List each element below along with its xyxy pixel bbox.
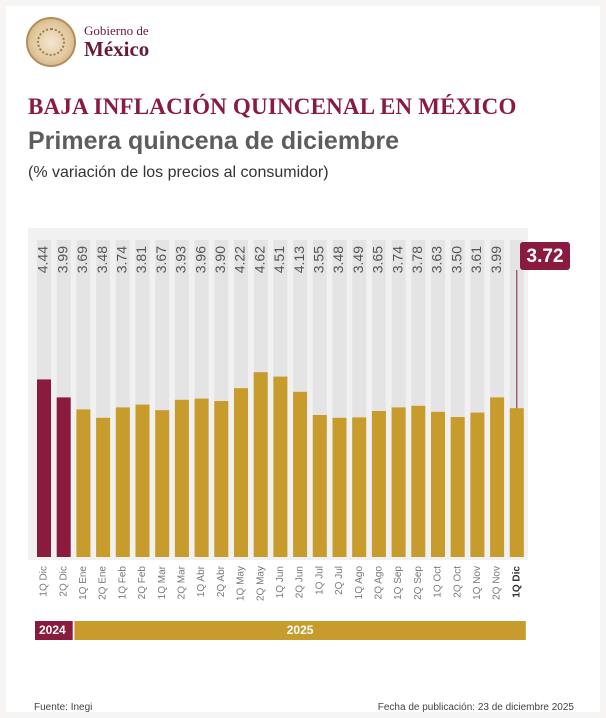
category-tick-label: 2Q Sep — [413, 566, 424, 600]
category-tick-label: 2Q Oct — [452, 566, 463, 598]
bar — [234, 388, 248, 557]
bar-value-label: 4.13 — [291, 246, 307, 273]
category-tick-label: 1Q Sep — [393, 566, 404, 600]
category-tick-label: 2Q Jul — [334, 566, 345, 595]
government-logo: Gobierno de México — [26, 14, 149, 70]
bar — [96, 417, 111, 557]
chart-subtitle: Primera quincena de diciembre — [28, 127, 399, 155]
bar — [312, 415, 327, 557]
bar-value-label: 4.44 — [35, 246, 51, 273]
bar — [115, 407, 130, 557]
category-tick-label: 1Q Oct — [433, 566, 444, 598]
bar-value-label: 3.65 — [370, 246, 386, 273]
bar-value-label: 3.81 — [133, 246, 149, 273]
bar — [332, 417, 347, 557]
bar — [293, 391, 308, 557]
bar-value-label: 3.90 — [212, 246, 228, 273]
bar — [56, 397, 71, 557]
category-tick-label: 2Q Nov — [492, 566, 503, 600]
category-tick-label: 1Q Abr — [196, 565, 207, 597]
bar — [37, 379, 51, 557]
callout-value-label: 3.72 — [527, 246, 564, 267]
publication-date: Fecha de publicación: 23 de diciembre 20… — [377, 702, 574, 713]
bar — [490, 397, 505, 557]
category-tick-label: 2Q May — [255, 566, 266, 601]
bar-value-label: 3.96 — [192, 246, 208, 273]
callout-box — [520, 242, 570, 270]
bar-value-label: 4.22 — [232, 246, 248, 273]
bar — [194, 398, 209, 557]
category-tick-label: 1Q Jun — [275, 566, 286, 598]
bar — [273, 376, 288, 557]
bar-value-label: 3.74 — [389, 246, 405, 273]
bar-value-label: 3.93 — [173, 246, 189, 273]
bar — [174, 399, 189, 557]
bar-value-label: 3.99 — [54, 246, 70, 273]
chart-title: BAJA INFLACIÓN QUINCENAL EN MÉXICO — [28, 94, 517, 119]
bar-value-label: 3.55 — [311, 246, 327, 273]
brand-line2: México — [84, 37, 150, 61]
bar-value-label: 3.74 — [114, 246, 130, 273]
bar — [371, 411, 386, 557]
category-tick-label: 1Q Jul — [314, 566, 325, 595]
bar — [135, 404, 150, 557]
bar-value-label: 3.61 — [468, 246, 484, 273]
category-tick-label: 1Q Ago — [354, 566, 365, 600]
bar-value-label: 3.69 — [74, 246, 90, 273]
category-tick-label: 1Q Ene — [78, 566, 89, 600]
bar-value-label: 3.99 — [488, 246, 504, 273]
bar — [352, 417, 367, 557]
bar — [411, 405, 426, 557]
year-band-label: 2024 — [39, 623, 66, 637]
bar — [391, 407, 406, 557]
bar-value-label: 3.48 — [94, 246, 110, 273]
category-tick-label: 1Q Dic — [39, 566, 50, 597]
bar — [509, 408, 524, 557]
bar-value-label: 3.48 — [330, 246, 346, 273]
bar — [253, 372, 268, 557]
bar — [450, 417, 465, 557]
bar-value-label: 3.67 — [153, 246, 169, 273]
category-tick-label: 2Q Ago — [374, 566, 385, 600]
year-band — [35, 621, 73, 640]
category-tick-label: 2Q Jun — [295, 566, 306, 598]
category-tick-label: 1Q Mar — [157, 565, 168, 599]
bar — [214, 401, 229, 557]
chart-units-note: (% variación de los precios al consumido… — [28, 164, 329, 181]
bar-value-label: 4.51 — [271, 246, 287, 273]
bar-value-label: 3.63 — [429, 246, 445, 273]
category-tick-label: 1Q Nov — [472, 566, 483, 600]
bar-value-label: 3.49 — [350, 246, 366, 273]
category-tick-label: 1Q Dic — [511, 566, 522, 598]
category-tick-label: 2Q Feb — [137, 566, 148, 600]
category-tick-label: 1Q May — [236, 566, 247, 601]
national-seal-icon — [26, 17, 76, 67]
bar-value-label: 3.78 — [409, 246, 425, 273]
category-tick-label: 2Q Mar — [177, 565, 188, 599]
bar — [431, 411, 445, 557]
bar — [155, 410, 170, 557]
bar-value-label: 3.50 — [448, 246, 464, 273]
category-tick-label: 1Q Feb — [117, 566, 128, 600]
brand-line1: Gobierno de — [84, 23, 149, 38]
bar — [470, 412, 485, 557]
category-tick-label: 2Q Dic — [58, 566, 69, 597]
source-note: Fuente: Inegi — [34, 702, 93, 713]
bar-value-label: 4.62 — [251, 246, 267, 273]
category-tick-label: 2Q Abr — [216, 565, 227, 597]
year-band-label: 2025 — [287, 623, 314, 637]
year-band — [74, 621, 526, 640]
bar — [76, 409, 91, 557]
category-tick-label: 2Q Ene — [98, 566, 109, 600]
